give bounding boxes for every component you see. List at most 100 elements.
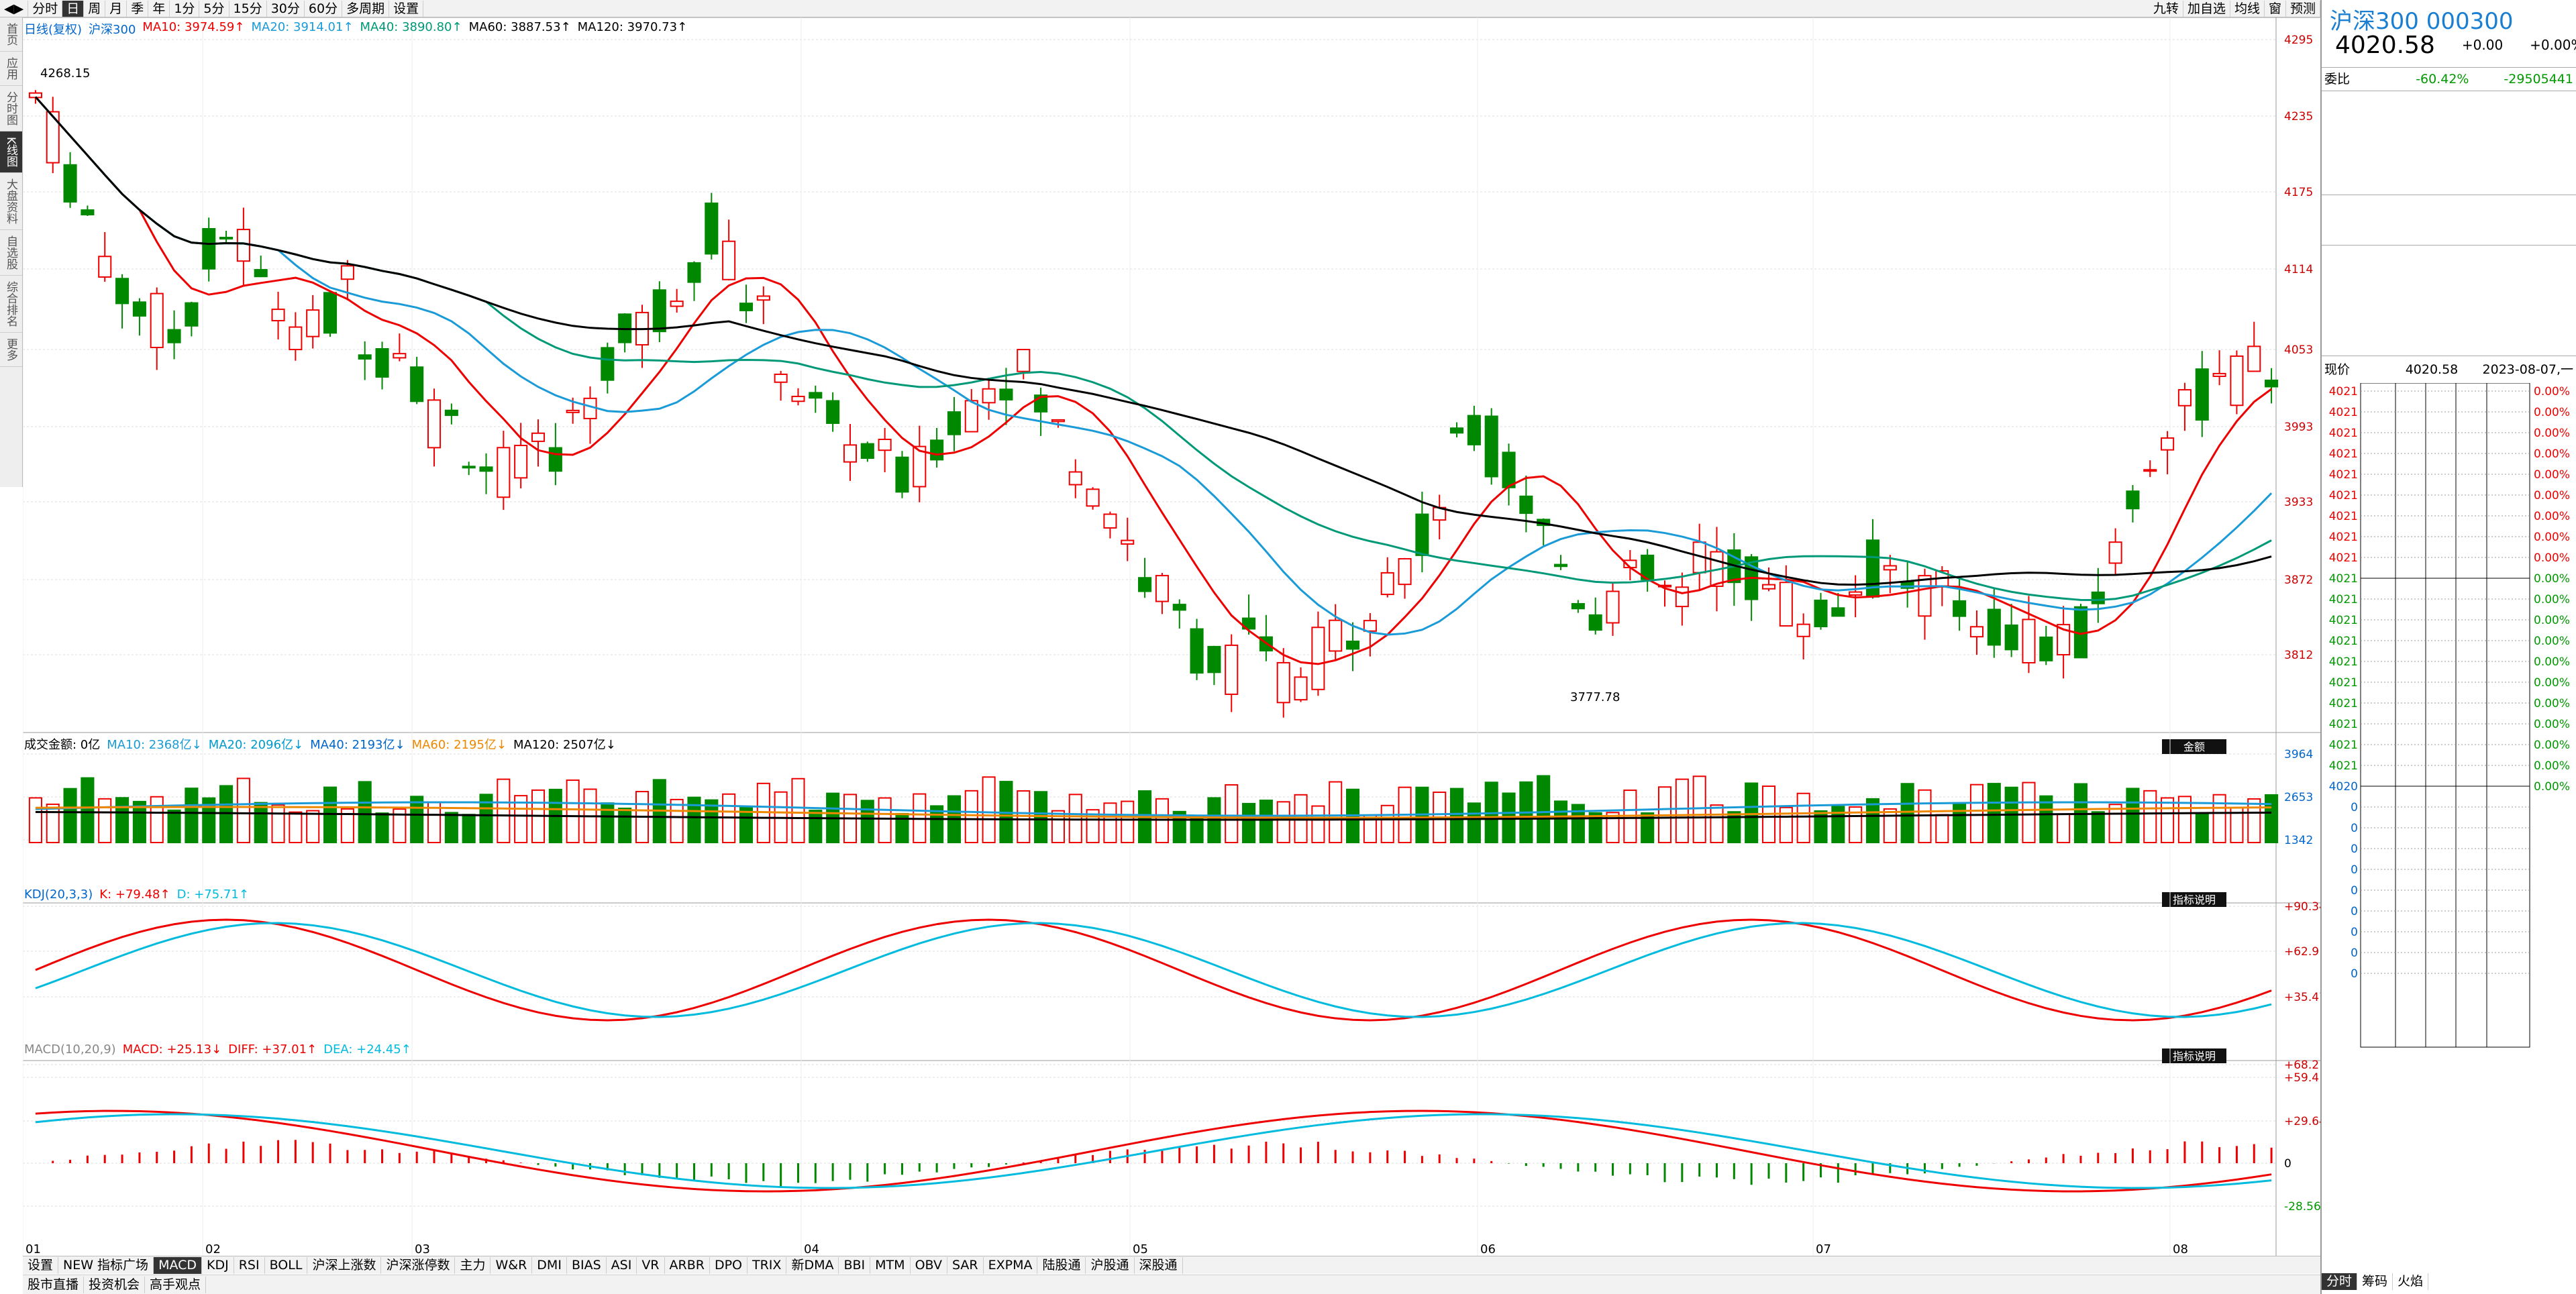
period-tab-1[interactable]: 日: [62, 0, 85, 17]
period-tab-3[interactable]: 月: [105, 0, 127, 17]
info-tab-0[interactable]: 股市直播: [23, 1276, 85, 1293]
indicator-tab-20[interactable]: OBV: [911, 1256, 947, 1274]
volume-bar: [860, 800, 874, 844]
period-tab-7[interactable]: 5分: [199, 0, 229, 17]
period-tab-5[interactable]: 年: [148, 0, 170, 17]
mini-left-tick: 4021: [2329, 697, 2358, 710]
indicator-tab-12[interactable]: ASI: [607, 1256, 637, 1274]
period-tab-6[interactable]: 1分: [170, 0, 200, 17]
period-tab-0[interactable]: 分时: [28, 0, 63, 17]
volume-bar: [340, 808, 354, 844]
indicator-tab-5[interactable]: BOLL: [265, 1256, 308, 1274]
period-tab-10[interactable]: 60分: [305, 0, 343, 17]
stats-right: [2449, 296, 2574, 313]
candle: [670, 301, 684, 307]
indicator-tab-23[interactable]: 陆股通: [1037, 1256, 1086, 1274]
stats-row: [2322, 248, 2576, 264]
indicator-tab-16[interactable]: TRIX: [748, 1256, 787, 1274]
indicator-tab-6[interactable]: 沪深上涨数: [307, 1256, 382, 1274]
now-label: 现价: [2324, 362, 2351, 377]
candle: [722, 240, 736, 280]
price-change-pct: +0.00%: [2530, 37, 2576, 53]
candle: [878, 439, 892, 451]
ma-line: [34, 96, 2272, 586]
left-nav-0[interactable]: 首页: [0, 17, 22, 52]
indicator-tab-10[interactable]: DMI: [532, 1256, 567, 1274]
mini-left-tick: 0: [2351, 926, 2358, 939]
indicator-tab-3[interactable]: KDJ: [202, 1256, 234, 1274]
indicator-tab-19[interactable]: MTM: [870, 1256, 911, 1274]
kline-chart-area[interactable]: 4295 4235 4175 4114 4053 3993 3933 3872 3812 3964…: [23, 17, 2320, 1256]
indicator-tab-22[interactable]: EXPMA: [984, 1256, 1038, 1274]
period-tab-9[interactable]: 30分: [267, 0, 305, 17]
candle: [1519, 495, 1533, 515]
period-tab-12[interactable]: 设置: [389, 0, 424, 17]
indicator-tab-11[interactable]: BIAS: [567, 1256, 607, 1274]
candle: [2091, 591, 2105, 604]
volume-bar: [1692, 775, 1706, 844]
period-tab-11[interactable]: 多周期: [342, 0, 390, 17]
candle: [1155, 575, 1169, 602]
left-nav-2[interactable]: 分时图: [0, 86, 22, 131]
toolbar-btn-1[interactable]: 加自选: [2183, 1, 2230, 17]
rows-right: [2449, 158, 2574, 174]
toolbar-btn-0[interactable]: 九转: [2149, 1, 2183, 17]
period-tab-2[interactable]: 周: [84, 0, 106, 17]
candle: [566, 409, 580, 413]
mini-right-tick: 0.00%: [2534, 759, 2570, 773]
quote-tab-2[interactable]: 火焰: [2393, 1273, 2429, 1290]
stats-row: [2322, 264, 2576, 280]
left-nav-4[interactable]: 大盘资料: [0, 173, 22, 231]
candle: [1380, 572, 1394, 596]
mini-left-tick: 4021: [2329, 531, 2358, 544]
indicator-tab-7[interactable]: 沪深涨停数: [381, 1256, 456, 1274]
candle: [1675, 586, 1689, 608]
indicator-tab-14[interactable]: ARBR: [665, 1256, 710, 1274]
candle: [2265, 379, 2279, 388]
panel-tag[interactable]: 金额: [2183, 741, 2205, 753]
toolbar-btn-3[interactable]: 窗: [2265, 1, 2286, 17]
toolbar-btn-4[interactable]: 预测: [2286, 1, 2320, 17]
indicator-tab-9[interactable]: W&R: [491, 1256, 533, 1274]
indicator-tab-21[interactable]: SAR: [947, 1256, 984, 1274]
left-nav-5[interactable]: 自选股: [0, 230, 22, 276]
volume-bar: [185, 788, 199, 844]
candle: [1138, 577, 1152, 592]
nav-arrows-icon[interactable]: ◀▶: [0, 0, 29, 17]
toolbar-btn-2[interactable]: 均线: [2230, 1, 2265, 17]
period-tab-8[interactable]: 15分: [229, 0, 267, 17]
vlegend-item-3: MA40: 2193亿↓: [310, 738, 405, 752]
indicator-tab-18[interactable]: BBI: [839, 1256, 871, 1274]
indicator-tab-24[interactable]: 沪股通: [1086, 1256, 1135, 1274]
quote-tab-0[interactable]: 分时: [2322, 1273, 2358, 1290]
indicator-tab-25[interactable]: 深股通: [1135, 1256, 1183, 1274]
volume-bar: [2126, 788, 2140, 844]
indicator-tab-15[interactable]: DPO: [710, 1256, 748, 1274]
panel-tag[interactable]: 指标说明: [2173, 894, 2216, 906]
left-nav-7[interactable]: 更多: [0, 333, 22, 368]
indicator-tab-17[interactable]: 新DMA: [786, 1256, 839, 1274]
volume-bar: [1606, 812, 1620, 844]
indicator-tab-8[interactable]: 主力: [455, 1256, 491, 1274]
quote-tab-1[interactable]: 筹码: [2357, 1273, 2393, 1290]
indicator-tab-2[interactable]: MACD: [154, 1256, 203, 1274]
indicator-tab-13[interactable]: VR: [637, 1256, 665, 1274]
period-tab-4[interactable]: 季: [127, 0, 149, 17]
indicator-tab-1[interactable]: NEW 指标广场: [58, 1256, 154, 1274]
x-axis-label: 01: [25, 1242, 41, 1256]
volume-bar: [670, 798, 684, 843]
rows-right: [2449, 142, 2574, 158]
candle: [982, 388, 996, 404]
mini-left-tick: 0: [2351, 801, 2358, 814]
candle: [1172, 604, 1186, 611]
panel-tag[interactable]: 指标说明: [2173, 1050, 2216, 1063]
left-nav-1[interactable]: 应用: [0, 52, 22, 86]
indicator-tab-4[interactable]: RSI: [234, 1256, 265, 1274]
info-tab-1[interactable]: 投资机会: [84, 1276, 146, 1293]
mini-intraday-chart[interactable]: 4021 0.00% 4021 0.00% 4021 0.00% 4021 0.00% 4021…: [2322, 383, 2576, 1054]
left-nav-3[interactable]: K线图: [0, 131, 22, 174]
indicator-tab-0[interactable]: 设置: [23, 1256, 59, 1274]
info-tab-2[interactable]: 高手观点: [145, 1276, 207, 1293]
left-nav-6[interactable]: 综合排名: [0, 276, 22, 333]
stats-row: [2322, 280, 2576, 296]
